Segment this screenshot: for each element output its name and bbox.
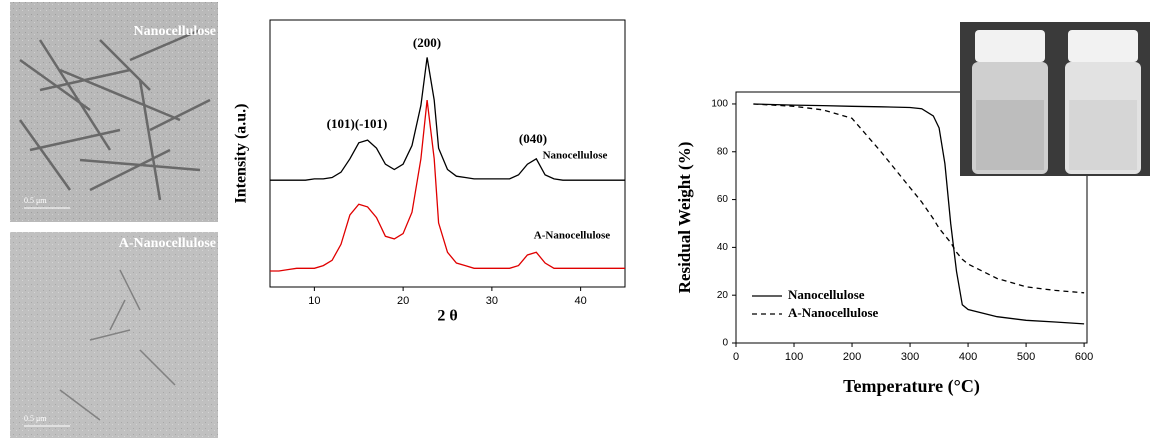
y-tick-label: 80	[717, 146, 729, 157]
y-tick-label: 0	[722, 338, 728, 349]
image-label: A-Nanocellulose	[119, 236, 216, 251]
image-label: Nanocellulose	[134, 24, 216, 39]
scale-bar-label: 0.5 μm	[24, 196, 47, 205]
series-label: Nanocellulose	[543, 150, 608, 162]
y-tick-label: 60	[717, 194, 729, 205]
x-tick-label: 500	[1017, 351, 1035, 363]
tem-image-1: Nanocellulose 0.5 μm	[10, 2, 218, 222]
x-axis-label: Temperature (°C)	[843, 376, 980, 397]
x-tick-label: 10	[308, 295, 320, 307]
scale-bar-label: 0.5 μm	[24, 414, 47, 423]
data-line	[753, 103, 1085, 294]
y-axis-label: Intensity (a.u.)	[233, 103, 250, 203]
plots: 10 20 30 40 2 θ Intensity (a.u.) Nanocellulose…	[233, 19, 1093, 397]
x-tick-label: 0	[733, 351, 739, 363]
tem-image-2: A-Nanocellulose 0.5 μm	[10, 232, 218, 438]
data-line	[753, 103, 1085, 325]
y-axis-label: Residual Weight (%)	[675, 142, 694, 294]
vial-photo	[960, 22, 1150, 176]
x-tick-label: 300	[901, 351, 919, 363]
x-axis-label: 2 θ	[437, 308, 457, 325]
plot-frame	[735, 91, 1088, 344]
legend-label: Nanocellulose	[788, 287, 865, 302]
data-line	[270, 57, 625, 181]
x-tick-label: 200	[843, 351, 861, 363]
plot-frame	[269, 19, 626, 288]
x-tick-label: 30	[486, 295, 498, 307]
x-tick-label: 100	[785, 351, 803, 363]
y-tick-label: 40	[717, 242, 729, 253]
x-tick-label: 20	[397, 295, 409, 307]
peak-annotation: (200)	[413, 35, 441, 50]
series-label: A-Nanocellulose	[534, 230, 611, 242]
y-tick-label: 100	[711, 99, 728, 110]
peak-annotation: (040)	[519, 131, 547, 146]
y-tick-label: 20	[717, 290, 729, 301]
x-tick-label: 40	[575, 295, 587, 307]
legend-label: A-Nanocellulose	[788, 305, 879, 320]
x-tick-label: 400	[959, 351, 977, 363]
peak-annotation: (101)(-101)	[327, 116, 388, 131]
data-line	[270, 100, 625, 272]
x-tick-label: 600	[1075, 351, 1093, 363]
